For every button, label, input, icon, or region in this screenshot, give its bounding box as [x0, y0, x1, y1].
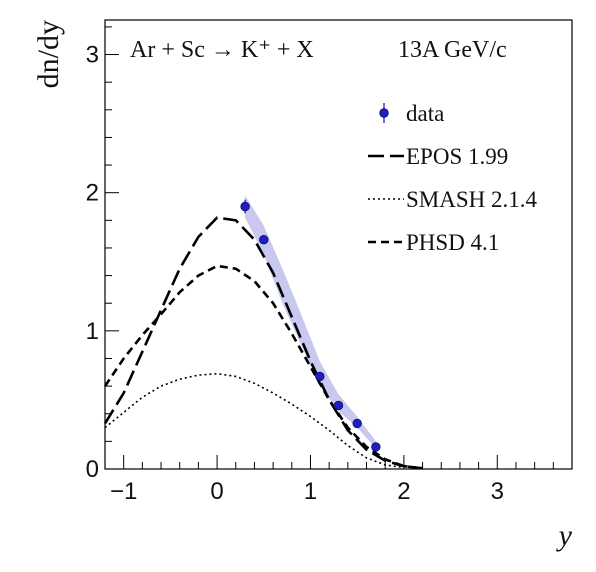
curve-phsd-4-1	[103, 264, 423, 470]
data-point	[371, 442, 381, 452]
curve-smash-2-1-4	[104, 372, 405, 469]
x-tick-label: 1	[304, 478, 317, 505]
x-tick-label: 3	[491, 478, 504, 505]
y-axis-title: dn/dy	[32, 20, 65, 88]
curve-epos-1-99	[103, 216, 423, 470]
y-tick-label: 3	[86, 42, 99, 69]
data-point	[333, 400, 344, 411]
x-tick-label: 0	[210, 478, 223, 505]
legend-label: PHSD 4.1	[406, 230, 499, 255]
data-point	[352, 418, 362, 429]
y-tick-label: 2	[86, 180, 99, 207]
data-point	[315, 371, 325, 382]
chart-title: Ar + Sc → K⁺ + X	[130, 37, 314, 63]
curve-layer	[103, 216, 423, 470]
y-tick-label: 0	[86, 456, 99, 483]
legend-label: SMASH 2.1.4	[406, 187, 538, 212]
band-layer	[245, 195, 376, 449]
x-tick-label: −1	[110, 478, 137, 505]
x-tick-label: 2	[397, 478, 410, 505]
data-point	[259, 234, 269, 245]
legend-label: data	[406, 101, 444, 126]
x-axis-title: y	[556, 519, 573, 552]
systematic-band	[245, 195, 376, 449]
data-point	[240, 201, 250, 212]
legend-label: EPOS 1.99	[406, 144, 508, 169]
legend-data-marker	[379, 108, 389, 118]
plot-frame	[104, 19, 573, 470]
point-layer	[240, 199, 381, 452]
y-tick-label: 1	[86, 318, 99, 345]
tick-layer: −1 0 1 2 3 0 1 2 3	[86, 26, 573, 505]
energy-label: 13A GeV/c	[398, 37, 507, 63]
legend: data EPOS 1.99 SMASH 2.1.4 PHSD 4.1	[368, 101, 538, 255]
